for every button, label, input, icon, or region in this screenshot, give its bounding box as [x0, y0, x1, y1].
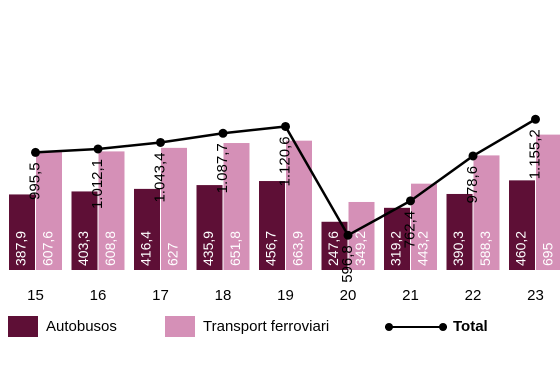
- label-ferroviari-18: 651,8: [227, 231, 243, 266]
- bars-group: 387,9 607,6 403,3 608,8 416,4 627 435,9 651,8 45…: [9, 134, 560, 270]
- label-autobusos-22: 390,3: [450, 231, 466, 266]
- legend: Autobusos Transport ferroviari Total: [0, 316, 560, 356]
- bar-autobusos-16: [71, 191, 98, 270]
- x-tick-18: 18: [215, 287, 232, 304]
- bar-autobusos-15: [9, 194, 35, 270]
- legend-label-autobusos: Autobusos: [46, 318, 117, 335]
- label-total-15: 995,5: [26, 162, 43, 200]
- label-ferroviari-20: 349,2: [352, 231, 368, 266]
- label-ferroviari-15: 607,6: [40, 231, 56, 266]
- label-total-23: 1.155,2: [526, 129, 543, 179]
- bar-ferroviari-17: [161, 147, 187, 270]
- bar-autobusos-18: [196, 185, 223, 270]
- total-point-23: [531, 114, 540, 124]
- label-autobusos-17: 416,4: [138, 231, 154, 266]
- legend-item-total: Total: [385, 316, 488, 337]
- label-autobusos-15: 387,9: [13, 231, 29, 266]
- total-point-19: [281, 121, 290, 131]
- total-point-18: [218, 128, 228, 138]
- total-line-group: 995,5 1.012,1 1.043,4 1.087,7 1.120,6 596,8 76…: [26, 114, 543, 283]
- x-tick-16: 16: [90, 287, 107, 304]
- legend-swatch-ferroviari: [165, 316, 195, 337]
- legend-label-ferroviari: Transport ferroviari: [203, 318, 330, 335]
- label-total-20: 596,8: [339, 245, 356, 283]
- legend-line-total-icon: [385, 316, 447, 337]
- bar-ferroviari-16: [98, 151, 125, 270]
- bar-autobusos-19: [259, 181, 285, 270]
- label-ferroviari-23: 695: [540, 242, 556, 266]
- x-axis-ticks: 15 16 17 18 19 20 21 22 23: [27, 287, 544, 304]
- bar-ferroviari-23: [536, 134, 560, 270]
- legend-label-total: Total: [453, 318, 488, 335]
- label-total-21: 762,4: [401, 211, 418, 249]
- label-total-18: 1.087,7: [214, 143, 231, 193]
- label-autobusos-19: 456,7: [263, 231, 279, 266]
- label-ferroviari-17: 627: [165, 242, 181, 266]
- label-autobusos-16: 403,3: [75, 231, 91, 266]
- total-point-17: [156, 137, 165, 147]
- x-tick-22: 22: [465, 287, 482, 304]
- label-ferroviari-21: 443,2: [415, 231, 431, 266]
- label-total-16: 1.012,1: [89, 159, 106, 209]
- label-autobusos-23: 460,2: [513, 231, 529, 266]
- bar-autobusos-17: [134, 188, 160, 270]
- bar-autobusos-20: [321, 221, 348, 270]
- bar-ferroviari-15: [36, 151, 62, 270]
- label-autobusos-21: 319,2: [388, 231, 404, 266]
- bar-ferroviari-22: [473, 155, 500, 270]
- label-ferroviari-16: 608,8: [102, 231, 118, 266]
- label-ferroviari-19: 663,9: [290, 231, 306, 266]
- label-total-22: 978,6: [464, 166, 481, 204]
- bar-ferroviari-19: [286, 140, 312, 270]
- bar-autobusos-21: [384, 207, 410, 270]
- label-ferroviari-22: 588,3: [477, 231, 493, 266]
- bar-autobusos-23: [509, 180, 535, 270]
- x-tick-19: 19: [277, 287, 294, 304]
- bar-autobusos-22: [446, 193, 473, 270]
- x-tick-17: 17: [152, 287, 169, 304]
- chart: 387,9 607,6 403,3 608,8 416,4 627 435,9 651,8 45…: [9, 114, 560, 304]
- total-point-20: [343, 230, 353, 240]
- total-point-15: [31, 147, 40, 157]
- x-tick-15: 15: [27, 287, 44, 304]
- legend-item-autobusos: Autobusos: [8, 316, 117, 337]
- bar-ferroviari-18: [223, 143, 250, 270]
- label-autobusos-18: 435,9: [200, 231, 216, 266]
- total-point-21: [406, 196, 415, 206]
- x-tick-23: 23: [527, 287, 544, 304]
- total-point-22: [468, 151, 478, 161]
- x-tick-20: 20: [340, 287, 357, 304]
- label-total-19: 1.120,6: [276, 136, 293, 186]
- legend-swatch-autobusos: [8, 316, 38, 337]
- total-point-16: [93, 144, 103, 154]
- label-total-17: 1.043,4: [151, 152, 168, 202]
- bar-ferroviari-20: [348, 201, 375, 270]
- legend-item-ferroviari: Transport ferroviari: [165, 316, 329, 337]
- x-tick-21: 21: [402, 287, 419, 304]
- label-autobusos-20: 247,6: [325, 231, 341, 266]
